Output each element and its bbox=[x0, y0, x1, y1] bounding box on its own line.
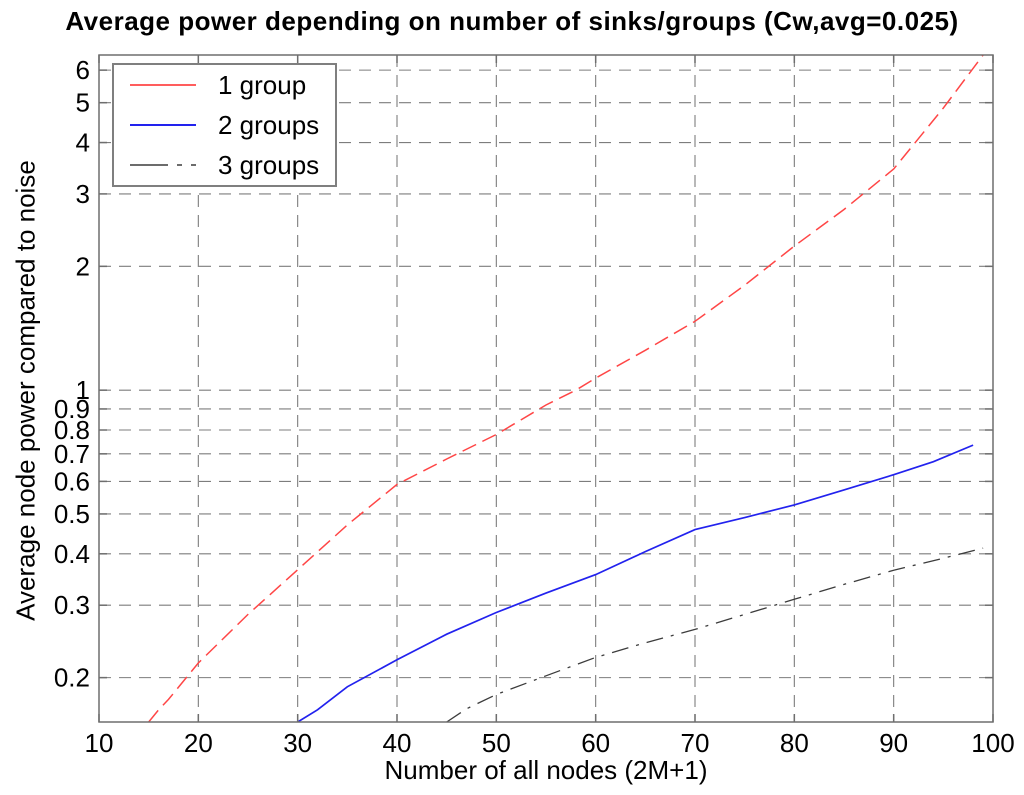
y-axis-label: Average node power compared to noise bbox=[10, 160, 41, 621]
legend-item-1-group: 1 group bbox=[114, 65, 335, 105]
x-tick-label: 50 bbox=[482, 728, 511, 758]
x-tick-label: 10 bbox=[85, 728, 114, 758]
x-tick-label: 30 bbox=[283, 728, 312, 758]
x-tick-label: 70 bbox=[681, 728, 710, 758]
x-tick-label: 90 bbox=[879, 728, 908, 758]
x-tick-label: 40 bbox=[383, 728, 412, 758]
legend-item-3-groups: 3 groups bbox=[114, 145, 335, 185]
series-line-2-groups bbox=[297, 444, 974, 722]
series-line-1-group bbox=[148, 55, 984, 722]
y-tick-label: 5 bbox=[76, 88, 90, 118]
y-tick-label: 0.4 bbox=[54, 539, 90, 569]
legend-label: 2 groups bbox=[218, 109, 320, 140]
series-line-3-groups bbox=[446, 547, 984, 722]
legend-item-2-groups: 2 groups bbox=[114, 105, 335, 145]
y-tick-label: 6 bbox=[76, 55, 90, 85]
x-axis-label: Number of all nodes (2M+1) bbox=[384, 755, 708, 785]
x-tick-label: 20 bbox=[184, 728, 213, 758]
y-tick-label: 2 bbox=[76, 251, 90, 281]
y-tick-label: 0.5 bbox=[54, 499, 90, 529]
x-tick-label: 60 bbox=[581, 728, 610, 758]
y-tick-label: 4 bbox=[76, 128, 90, 158]
y-tick-label: 0.9 bbox=[54, 394, 90, 424]
legend-line-sample-red bbox=[130, 84, 196, 86]
y-tick-label: 0.8 bbox=[54, 415, 90, 445]
y-tick-label: 1 bbox=[76, 375, 90, 405]
axes-frame bbox=[98, 54, 994, 723]
legend-label: 1 group bbox=[218, 69, 307, 100]
y-tick-label: 3 bbox=[76, 179, 90, 209]
x-tick-label: 100 bbox=[971, 728, 1014, 758]
legend-box: 1 group 2 groups 3 groups bbox=[112, 63, 337, 187]
y-tick-label: 0.6 bbox=[54, 466, 90, 496]
y-tick-label: 0.2 bbox=[54, 663, 90, 693]
legend-line-sample-blue bbox=[130, 124, 196, 126]
x-tick-label: 80 bbox=[780, 728, 809, 758]
y-tick-label: 0.7 bbox=[54, 439, 90, 469]
y-tick-label: 0.3 bbox=[54, 590, 90, 620]
legend-line-sample-black bbox=[130, 164, 196, 166]
legend-label: 3 groups bbox=[218, 149, 320, 180]
chart-title: Average power depending on number of sin… bbox=[65, 6, 959, 36]
